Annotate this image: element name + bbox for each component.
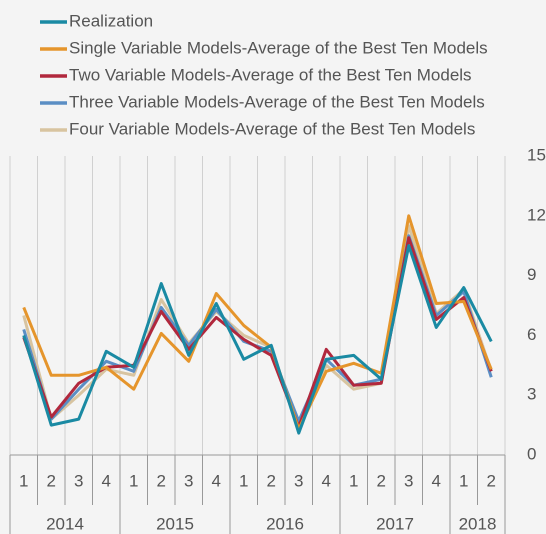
year-label: 2015 — [156, 514, 194, 533]
x-tick-label: 4 — [212, 471, 221, 490]
x-tick-label: 1 — [459, 471, 468, 490]
x-tick-label: 4 — [322, 471, 331, 490]
x-tick-label: 1 — [239, 471, 248, 490]
x-tick-label: 3 — [404, 471, 413, 490]
x-tick-label: 4 — [102, 471, 111, 490]
x-tick-label: 2 — [487, 471, 496, 490]
year-label: 2014 — [46, 514, 84, 533]
series-line — [22, 244, 493, 435]
x-tick-label: 3 — [74, 471, 83, 490]
legend-label: Three Variable Models-Average of the Bes… — [69, 92, 485, 111]
series-line — [22, 214, 493, 431]
legend-label: Four Variable Models-Average of the Best… — [69, 119, 475, 138]
x-tick-label: 1 — [19, 471, 28, 490]
y-tick-label: 12 — [527, 205, 546, 224]
series-line — [22, 224, 493, 431]
x-tick-label: 4 — [432, 471, 441, 490]
year-label: 2017 — [376, 514, 414, 533]
year-label: 2016 — [266, 514, 304, 533]
x-tick-label: 1 — [349, 471, 358, 490]
legend-label: Single Variable Models-Average of the Be… — [69, 38, 488, 57]
x-tick-label: 2 — [267, 471, 276, 490]
legend-label: Realization — [69, 11, 153, 30]
y-tick-label: 9 — [527, 265, 536, 284]
x-tick-label: 1 — [129, 471, 138, 490]
y-tick-label: 15 — [527, 145, 546, 164]
year-label: 2018 — [459, 514, 497, 533]
x-tick-label: 2 — [47, 471, 56, 490]
x-tick-label: 2 — [377, 471, 386, 490]
y-tick-label: 0 — [527, 444, 536, 463]
y-tick-label: 6 — [527, 325, 536, 344]
x-tick-label: 2 — [157, 471, 166, 490]
legend-label: Two Variable Models-Average of the Best … — [69, 65, 472, 84]
x-tick-label: 3 — [294, 471, 303, 490]
x-tick-label: 3 — [184, 471, 193, 490]
y-tick-label: 3 — [527, 385, 536, 404]
